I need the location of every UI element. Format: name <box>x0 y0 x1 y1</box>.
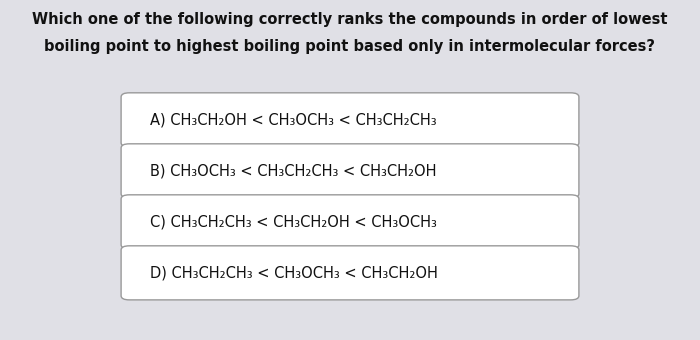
FancyBboxPatch shape <box>121 93 579 147</box>
Text: B) CH₃OCH₃ < CH₃CH₂CH₃ < CH₃CH₂OH: B) CH₃OCH₃ < CH₃CH₂CH₃ < CH₃CH₂OH <box>150 163 437 178</box>
Text: boiling point to highest boiling point based only in intermolecular forces?: boiling point to highest boiling point b… <box>45 39 655 54</box>
Text: C) CH₃CH₂CH₃ < CH₃CH₂OH < CH₃OCH₃: C) CH₃CH₂CH₃ < CH₃CH₂OH < CH₃OCH₃ <box>150 214 438 230</box>
Text: A) CH₃CH₂OH < CH₃OCH₃ < CH₃CH₂CH₃: A) CH₃CH₂OH < CH₃OCH₃ < CH₃CH₂CH₃ <box>150 112 437 128</box>
Text: D) CH₃CH₂CH₃ < CH₃OCH₃ < CH₃CH₂OH: D) CH₃CH₂CH₃ < CH₃OCH₃ < CH₃CH₂OH <box>150 265 438 280</box>
Text: Which one of the following correctly ranks the compounds in order of lowest: Which one of the following correctly ran… <box>32 12 668 27</box>
FancyBboxPatch shape <box>121 195 579 249</box>
FancyBboxPatch shape <box>121 246 579 300</box>
FancyBboxPatch shape <box>121 144 579 198</box>
